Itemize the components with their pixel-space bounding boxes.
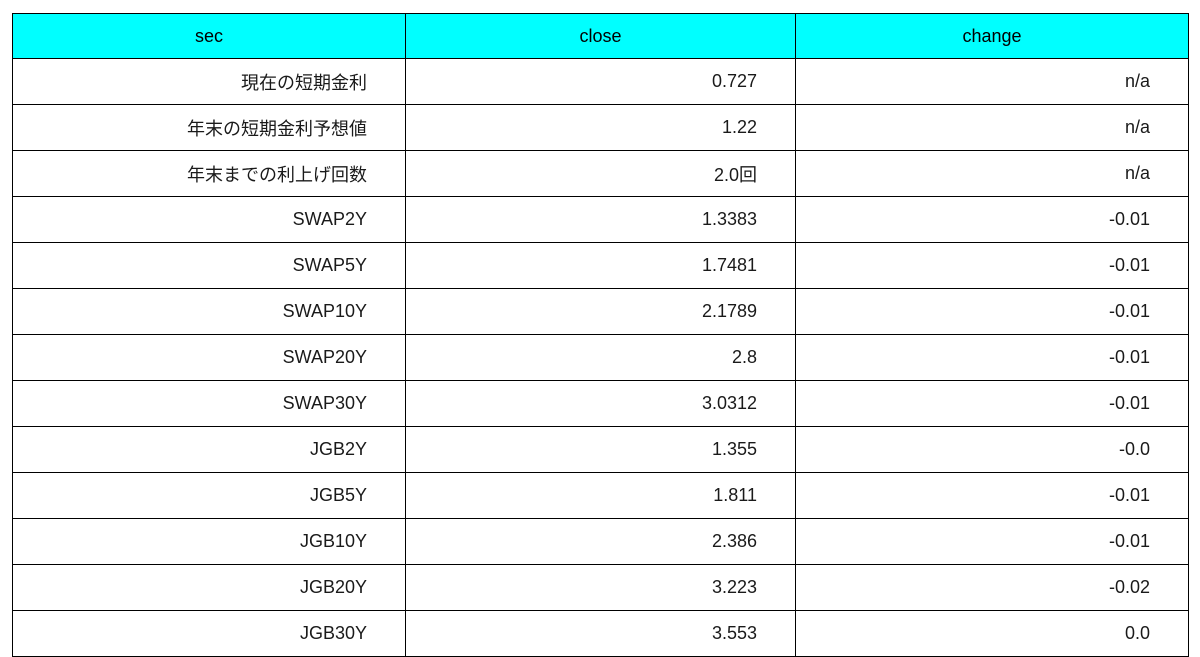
- table-row: 年末の短期金利予想値 1.22 n/a: [12, 104, 1189, 151]
- table-row: SWAP30Y 3.0312 -0.01: [12, 380, 1189, 427]
- cell-sec: JGB20Y: [12, 564, 406, 611]
- cell-sec: JGB5Y: [12, 472, 406, 519]
- cell-close: 1.3383: [405, 196, 796, 243]
- header-row: sec close change: [12, 13, 1189, 59]
- cell-change: n/a: [795, 104, 1189, 151]
- cell-change: n/a: [795, 150, 1189, 197]
- table-row: 年末までの利上げ回数 2.0回 n/a: [12, 150, 1189, 197]
- cell-change: -0.01: [795, 334, 1189, 381]
- rates-table-figure: sec close change 現在の短期金利 0.727 n/a 年末の短期…: [12, 13, 1189, 657]
- cell-sec: 年末の短期金利予想値: [12, 104, 406, 151]
- table-body: 現在の短期金利 0.727 n/a 年末の短期金利予想値 1.22 n/a 年末…: [12, 58, 1189, 657]
- table-row: SWAP20Y 2.8 -0.01: [12, 334, 1189, 381]
- table-header: sec close change: [12, 13, 1189, 59]
- cell-change: -0.01: [795, 380, 1189, 427]
- cell-close: 3.223: [405, 564, 796, 611]
- cell-sec: SWAP5Y: [12, 242, 406, 289]
- cell-change: -0.02: [795, 564, 1189, 611]
- cell-change: -0.01: [795, 472, 1189, 519]
- table-row: JGB10Y 2.386 -0.01: [12, 518, 1189, 565]
- cell-sec: SWAP10Y: [12, 288, 406, 335]
- column-header-sec: sec: [12, 13, 406, 59]
- cell-sec: JGB10Y: [12, 518, 406, 565]
- table-row: JGB20Y 3.223 -0.02: [12, 564, 1189, 611]
- table-row: SWAP2Y 1.3383 -0.01: [12, 196, 1189, 243]
- cell-close: 0.727: [405, 58, 796, 105]
- cell-close: 2.1789: [405, 288, 796, 335]
- cell-sec: 現在の短期金利: [12, 58, 406, 105]
- column-header-close: close: [405, 13, 796, 59]
- cell-close: 1.355: [405, 426, 796, 473]
- table-row: SWAP10Y 2.1789 -0.01: [12, 288, 1189, 335]
- cell-change: -0.01: [795, 518, 1189, 565]
- table-row: JGB5Y 1.811 -0.01: [12, 472, 1189, 519]
- cell-close: 1.7481: [405, 242, 796, 289]
- cell-sec: JGB2Y: [12, 426, 406, 473]
- cell-sec: JGB30Y: [12, 610, 406, 657]
- rates-table: sec close change 現在の短期金利 0.727 n/a 年末の短期…: [12, 13, 1189, 657]
- cell-change: 0.0: [795, 610, 1189, 657]
- table-row: SWAP5Y 1.7481 -0.01: [12, 242, 1189, 289]
- cell-change: -0.0: [795, 426, 1189, 473]
- cell-change: -0.01: [795, 242, 1189, 289]
- cell-close: 1.22: [405, 104, 796, 151]
- column-header-change: change: [795, 13, 1189, 59]
- cell-close: 2.0回: [405, 150, 796, 197]
- cell-close: 2.8: [405, 334, 796, 381]
- cell-close: 1.811: [405, 472, 796, 519]
- cell-change: -0.01: [795, 288, 1189, 335]
- cell-change: n/a: [795, 58, 1189, 105]
- cell-close: 3.0312: [405, 380, 796, 427]
- table-row: 現在の短期金利 0.727 n/a: [12, 58, 1189, 105]
- cell-change: -0.01: [795, 196, 1189, 243]
- cell-sec: SWAP30Y: [12, 380, 406, 427]
- cell-close: 3.553: [405, 610, 796, 657]
- cell-sec: SWAP20Y: [12, 334, 406, 381]
- table-row: JGB30Y 3.553 0.0: [12, 610, 1189, 657]
- cell-sec: SWAP2Y: [12, 196, 406, 243]
- cell-sec: 年末までの利上げ回数: [12, 150, 406, 197]
- table-row: JGB2Y 1.355 -0.0: [12, 426, 1189, 473]
- cell-close: 2.386: [405, 518, 796, 565]
